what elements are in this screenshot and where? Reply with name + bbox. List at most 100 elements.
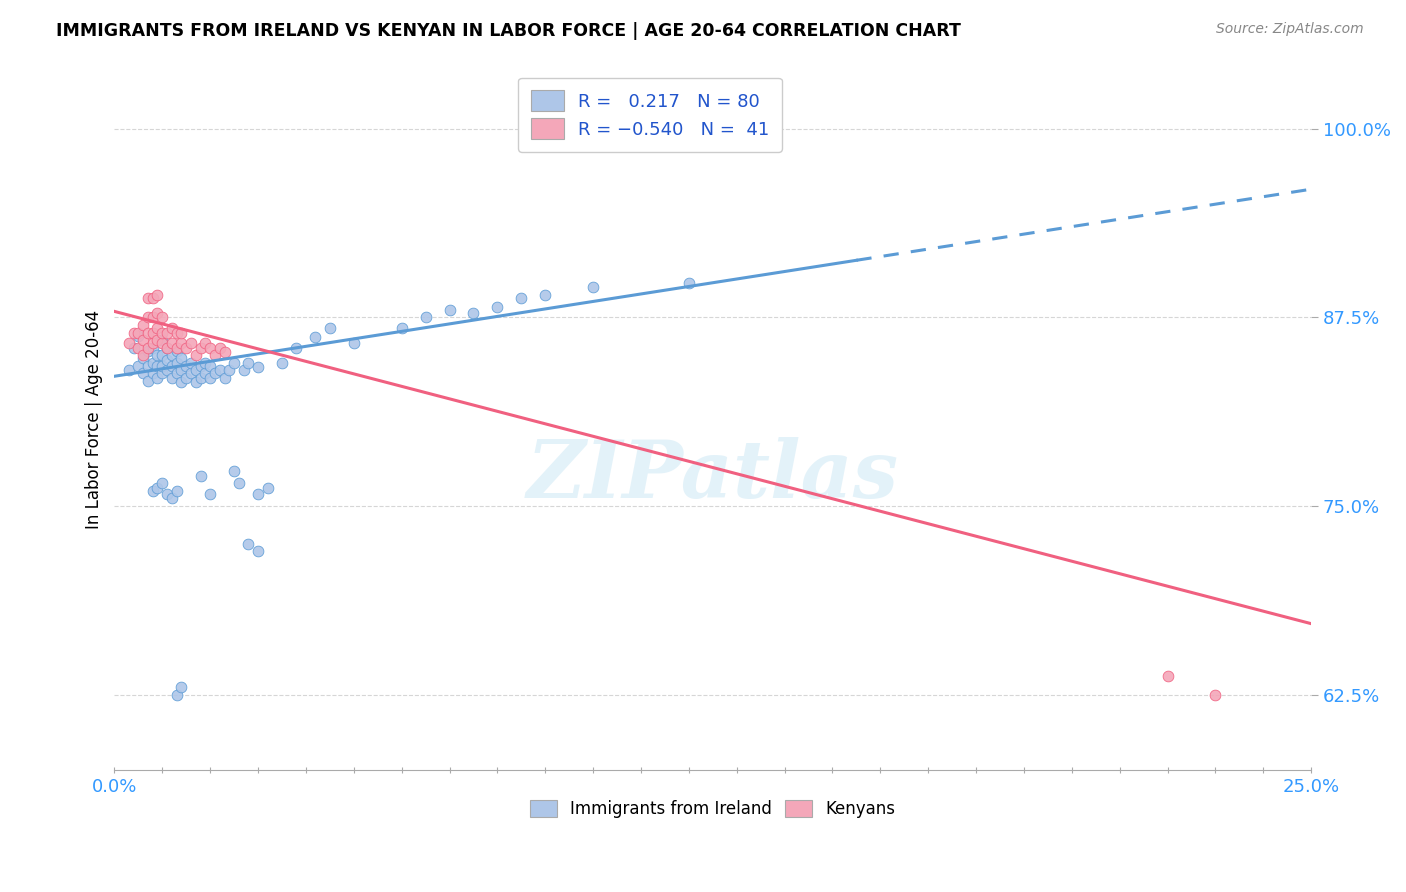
Point — [142, 336, 165, 351]
Point — [463, 306, 485, 320]
Point — [190, 371, 212, 385]
Point — [415, 310, 437, 325]
Point — [132, 318, 155, 332]
Point — [156, 352, 179, 367]
Point — [132, 348, 155, 362]
Point — [218, 363, 240, 377]
Point — [391, 321, 413, 335]
Point — [156, 363, 179, 377]
Point — [194, 336, 217, 351]
Point — [156, 487, 179, 501]
Point — [150, 348, 173, 362]
Point — [150, 333, 173, 347]
Point — [271, 356, 294, 370]
Point — [170, 680, 193, 694]
Point — [208, 363, 231, 377]
Point — [136, 341, 159, 355]
Point — [304, 330, 326, 344]
Point — [232, 363, 254, 377]
Point — [180, 366, 202, 380]
Point — [184, 376, 207, 390]
Point — [486, 300, 509, 314]
Point — [166, 366, 188, 380]
Point — [247, 360, 270, 375]
Point — [170, 351, 193, 366]
Point — [194, 356, 217, 370]
Point — [238, 537, 260, 551]
Point — [142, 356, 165, 370]
Text: Source: ZipAtlas.com: Source: ZipAtlas.com — [1216, 22, 1364, 37]
Point — [132, 351, 155, 366]
Point — [198, 371, 221, 385]
Point — [150, 336, 173, 351]
Point — [222, 464, 245, 478]
Point — [127, 359, 149, 373]
Point — [174, 359, 197, 373]
Point — [150, 359, 173, 373]
Point — [190, 359, 212, 373]
Point — [214, 371, 236, 385]
Point — [150, 366, 173, 380]
Point — [136, 359, 159, 373]
Point — [122, 326, 145, 340]
Point — [127, 326, 149, 340]
Point — [184, 363, 207, 377]
Point — [678, 276, 700, 290]
Point — [146, 321, 169, 335]
Point — [180, 336, 202, 351]
Point — [238, 356, 260, 370]
Point — [146, 371, 169, 385]
Point — [285, 341, 308, 355]
Point — [214, 345, 236, 359]
Point — [160, 321, 183, 335]
Point — [204, 366, 226, 380]
Point — [132, 366, 155, 380]
Legend: Immigrants from Ireland, Kenyans: Immigrants from Ireland, Kenyans — [523, 793, 903, 825]
Point — [725, 121, 748, 136]
Point — [150, 476, 173, 491]
Point — [170, 363, 193, 377]
Point — [160, 371, 183, 385]
Point — [160, 348, 183, 362]
Point — [198, 341, 221, 355]
Point — [208, 341, 231, 355]
Point — [146, 333, 169, 347]
Y-axis label: In Labor Force | Age 20-64: In Labor Force | Age 20-64 — [86, 310, 103, 529]
Point — [160, 359, 183, 373]
Point — [160, 336, 183, 351]
Point — [142, 326, 165, 340]
Point — [170, 336, 193, 351]
Point — [150, 326, 173, 340]
Point — [534, 287, 557, 301]
Point — [166, 356, 188, 370]
Point — [166, 341, 188, 355]
Point — [166, 343, 188, 358]
Point — [247, 544, 270, 558]
Point — [156, 341, 179, 355]
Point — [146, 306, 169, 320]
Point — [184, 348, 207, 362]
Point — [319, 321, 342, 335]
Point — [136, 310, 159, 325]
Point — [150, 310, 173, 325]
Point — [256, 481, 278, 495]
Point — [142, 341, 165, 355]
Point — [204, 348, 226, 362]
Point — [194, 366, 217, 380]
Point — [190, 468, 212, 483]
Point — [146, 287, 169, 301]
Point — [439, 302, 461, 317]
Point — [136, 326, 159, 340]
Text: IMMIGRANTS FROM IRELAND VS KENYAN IN LABOR FORCE | AGE 20-64 CORRELATION CHART: IMMIGRANTS FROM IRELAND VS KENYAN IN LAB… — [56, 22, 962, 40]
Point — [142, 366, 165, 380]
Point — [136, 291, 159, 305]
Point — [127, 328, 149, 343]
Point — [174, 341, 197, 355]
Point — [180, 356, 202, 370]
Point — [510, 291, 533, 305]
Point — [1204, 688, 1226, 702]
Point — [247, 487, 270, 501]
Point — [142, 483, 165, 498]
Point — [122, 341, 145, 355]
Point — [136, 374, 159, 388]
